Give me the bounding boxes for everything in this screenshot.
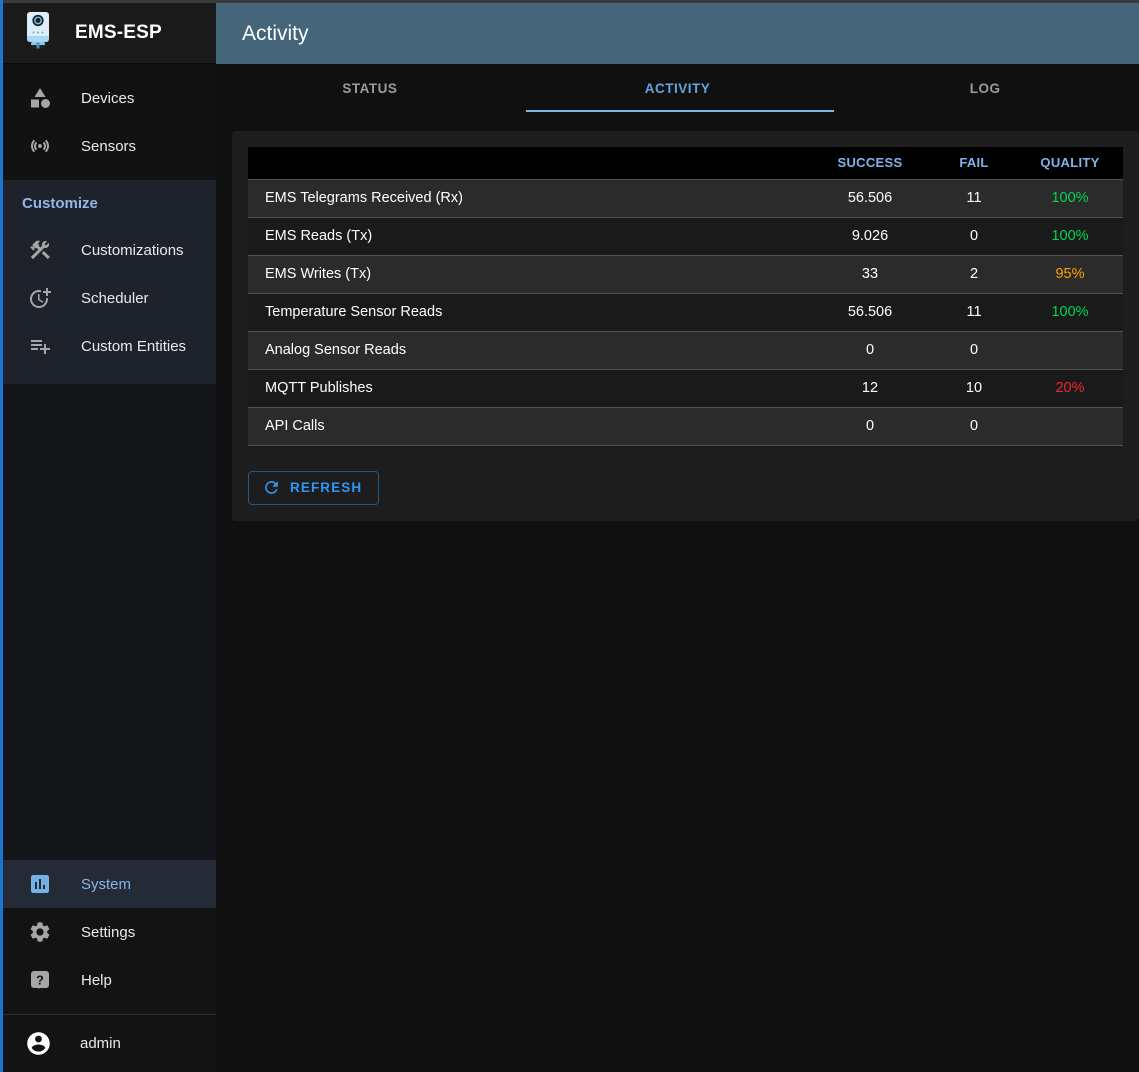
- user-name: admin: [80, 1035, 121, 1052]
- sidebar-item-custom-entities[interactable]: Custom Entities: [3, 322, 216, 370]
- sidebar-item-sensors[interactable]: Sensors: [3, 122, 216, 170]
- quality-value: 100%: [1017, 217, 1123, 256]
- clock-plus-icon: [28, 286, 52, 310]
- success-value: 56.506: [809, 179, 931, 218]
- app-title: EMS-ESP: [75, 22, 162, 43]
- sidebar-divider: [3, 1014, 216, 1015]
- sidebar-item-customizations[interactable]: Customizations: [3, 226, 216, 274]
- quality-value: 100%: [1017, 179, 1123, 218]
- table-header-row: SUCCESS FAIL QUALITY: [248, 147, 1123, 180]
- sidebar-customize-section: Customize Customizations Scheduler Custo…: [3, 180, 216, 384]
- devices-category-icon: [28, 86, 52, 110]
- refresh-label: REFRESH: [290, 480, 363, 495]
- fail-value: 2: [931, 255, 1017, 294]
- fail-value: 0: [931, 407, 1017, 446]
- main-content: Activity STATUS ACTIVITY LOG SUCCESS FAI…: [216, 3, 1139, 1072]
- success-value: 12: [809, 369, 931, 408]
- sidebar-item-scheduler[interactable]: Scheduler: [3, 274, 216, 322]
- sidebar-item-devices[interactable]: Devices: [3, 74, 216, 122]
- success-value: 33: [809, 255, 931, 294]
- sidebar-spacer: [3, 384, 216, 860]
- table-row: EMS Reads (Tx) 9.026 0 100%: [248, 217, 1123, 256]
- sidebar-item-label: Scheduler: [81, 289, 149, 307]
- topbar: Activity: [216, 3, 1139, 64]
- table-row: MQTT Publishes 12 10 20%: [248, 369, 1123, 408]
- svg-text:?: ?: [36, 972, 44, 987]
- fail-value: 10: [931, 369, 1017, 408]
- fail-value: 11: [931, 293, 1017, 332]
- fail-value: 0: [931, 217, 1017, 256]
- activity-panel: SUCCESS FAIL QUALITY EMS Telegrams Recei…: [232, 131, 1139, 521]
- success-value: 56.506: [809, 293, 931, 332]
- construction-icon: [28, 238, 52, 262]
- window-left-edge: [0, 0, 3, 1072]
- quality-value: [1017, 331, 1123, 370]
- quality-value: 95%: [1017, 255, 1123, 294]
- app-root: EMS-ESP Devices Sensors Customize: [3, 3, 1139, 1072]
- table-row: EMS Writes (Tx) 33 2 95%: [248, 255, 1123, 294]
- success-value: 0: [809, 407, 931, 446]
- activity-table: SUCCESS FAIL QUALITY EMS Telegrams Recei…: [248, 147, 1123, 446]
- row-label: Analog Sensor Reads: [248, 331, 809, 370]
- sidebar-main-nav: Devices Sensors: [3, 64, 216, 180]
- col-header-fail: FAIL: [931, 147, 1017, 180]
- success-value: 9.026: [809, 217, 931, 256]
- sidebar-item-system[interactable]: System: [3, 860, 216, 908]
- refresh-button[interactable]: REFRESH: [248, 470, 380, 505]
- active-tab-indicator: [525, 110, 834, 112]
- customize-section-header: Customize: [22, 195, 98, 212]
- fail-value: 11: [931, 179, 1017, 218]
- sidebar-item-label: Settings: [81, 923, 136, 941]
- col-header-quality: QUALITY: [1017, 147, 1123, 180]
- table-row: API Calls 0 0: [248, 407, 1123, 446]
- bar-chart-icon: [28, 872, 52, 896]
- col-header-name: [248, 147, 809, 180]
- sidebar-item-label: Devices: [81, 89, 135, 107]
- tab-status[interactable]: STATUS: [342, 80, 398, 96]
- row-label: MQTT Publishes: [248, 369, 809, 408]
- row-label: EMS Telegrams Received (Rx): [248, 179, 809, 218]
- page-title: Activity: [242, 21, 309, 45]
- success-value: 0: [809, 331, 931, 370]
- gear-icon: [28, 920, 52, 944]
- quality-value: 100%: [1017, 293, 1123, 332]
- row-label: EMS Reads (Tx): [248, 217, 809, 256]
- table-row: Temperature Sensor Reads 56.506 11 100%: [248, 293, 1123, 332]
- boiler-logo-icon: [23, 11, 53, 56]
- table-row: Analog Sensor Reads 0 0: [248, 331, 1123, 370]
- sidebar-item-label: Sensors: [81, 137, 137, 155]
- sidebar-item-label: System: [81, 875, 132, 893]
- table-row: EMS Telegrams Received (Rx) 56.506 11 10…: [248, 179, 1123, 218]
- quality-value: [1017, 407, 1123, 446]
- window-top-edge: [0, 0, 1139, 3]
- app-logo-row: EMS-ESP: [3, 3, 216, 64]
- account-circle-icon: [25, 1030, 52, 1057]
- row-label: EMS Writes (Tx): [248, 255, 809, 294]
- fail-value: 0: [931, 331, 1017, 370]
- tab-bar: STATUS ACTIVITY LOG: [216, 64, 1139, 112]
- sidebar: EMS-ESP Devices Sensors Customize: [3, 3, 216, 1072]
- sidebar-user-item[interactable]: admin: [3, 1015, 216, 1072]
- tab-activity[interactable]: ACTIVITY: [644, 80, 711, 96]
- col-header-success: SUCCESS: [809, 147, 931, 180]
- sidebar-item-help[interactable]: ? Help: [3, 956, 216, 1004]
- sidebar-item-label: Help: [81, 971, 112, 989]
- refresh-icon: [262, 478, 281, 497]
- tab-log[interactable]: LOG: [969, 80, 1001, 96]
- playlist-add-icon: [28, 334, 52, 358]
- sidebar-item-settings[interactable]: Settings: [3, 908, 216, 956]
- sidebar-item-label: Custom Entities: [81, 337, 187, 355]
- sidebar-bottom-nav: System Settings ? Help: [3, 860, 216, 1014]
- help-icon: ?: [28, 968, 52, 992]
- sensors-icon: [28, 134, 52, 158]
- row-label: API Calls: [248, 407, 809, 446]
- quality-value: 20%: [1017, 369, 1123, 408]
- row-label: Temperature Sensor Reads: [248, 293, 809, 332]
- sidebar-item-label: Customizations: [81, 241, 184, 259]
